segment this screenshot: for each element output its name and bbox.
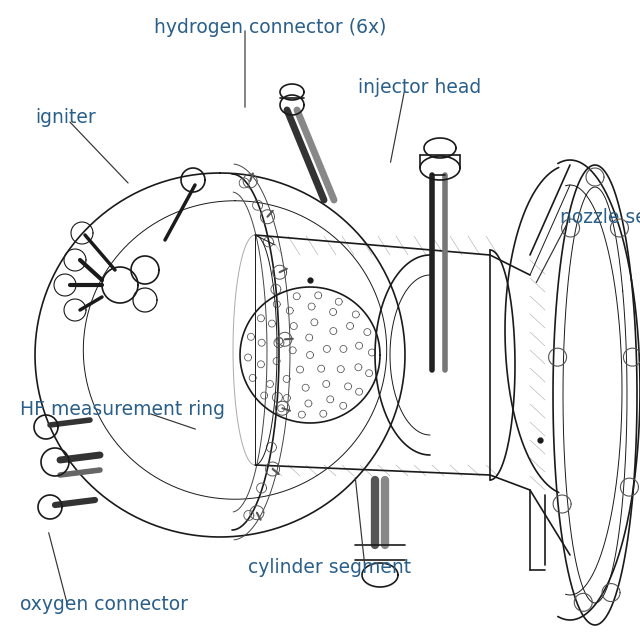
Text: injector head: injector head [358, 78, 482, 97]
Text: hydrogen connector (6x): hydrogen connector (6x) [154, 18, 386, 37]
Text: HF measurement ring: HF measurement ring [20, 400, 225, 419]
Text: oxygen connector: oxygen connector [20, 595, 188, 614]
Text: cylinder segment: cylinder segment [248, 558, 412, 577]
Text: nozzle segment: nozzle segment [560, 208, 640, 227]
Text: igniter: igniter [35, 108, 96, 127]
